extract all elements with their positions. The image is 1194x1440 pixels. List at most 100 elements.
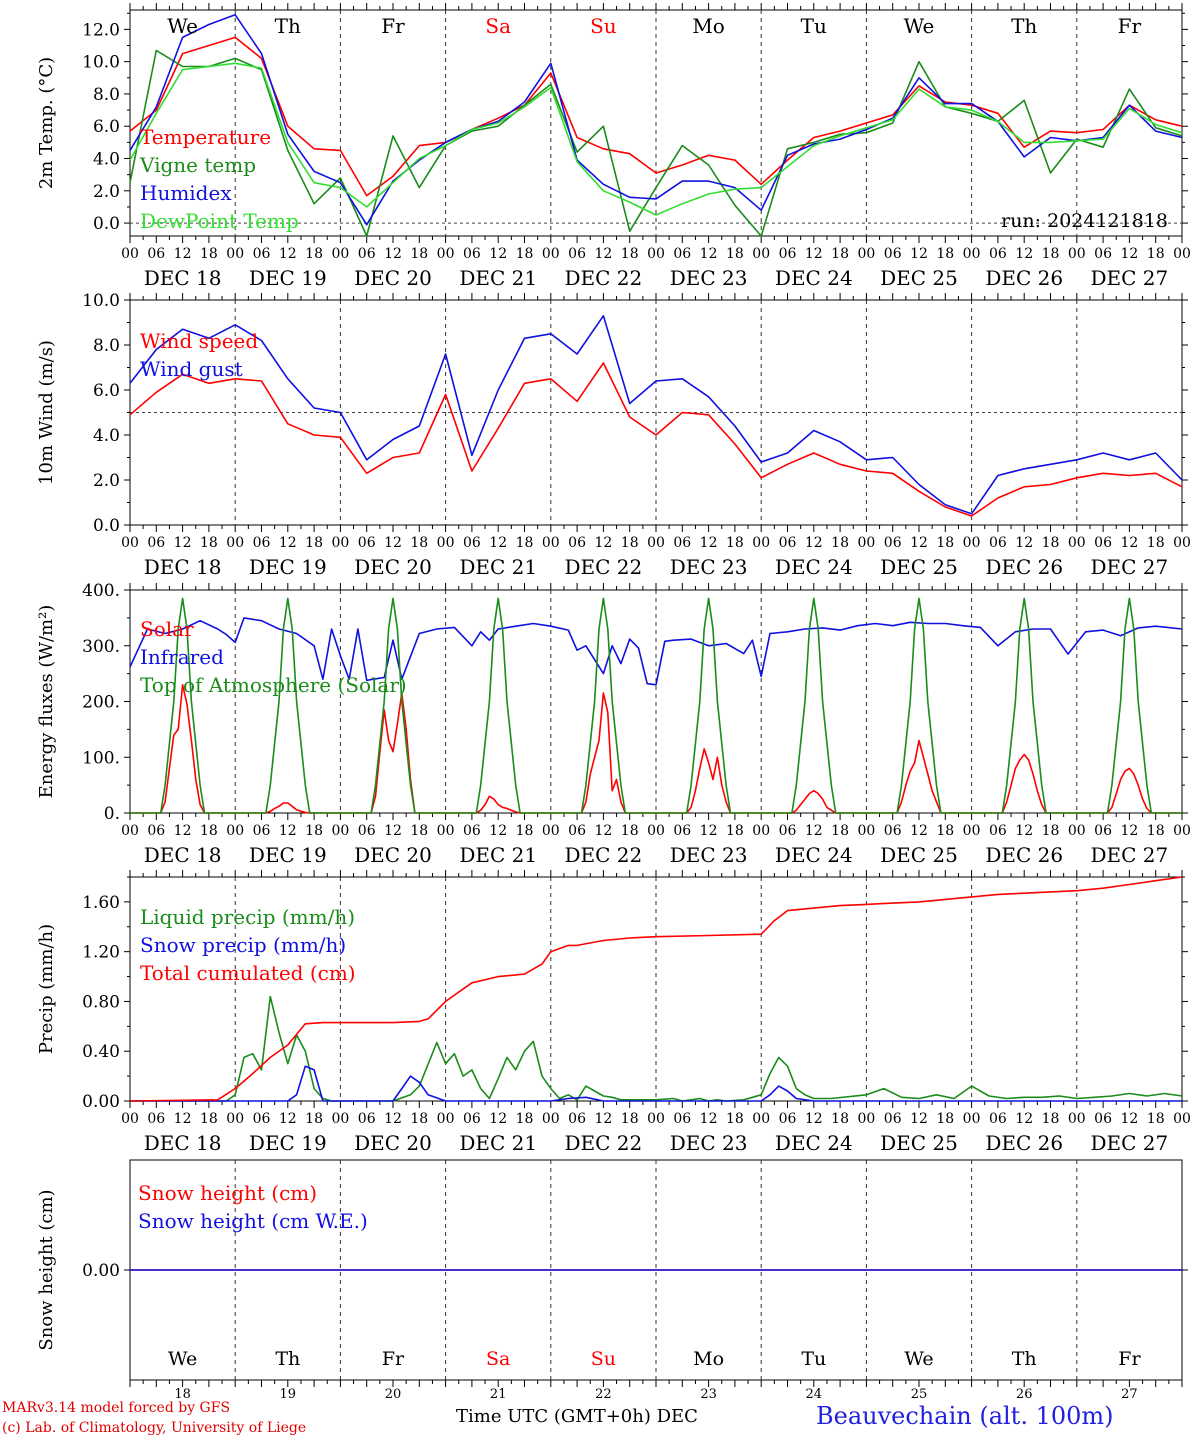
- hour-label: 06: [253, 823, 271, 839]
- series-line: [130, 995, 1183, 1102]
- hour-label: 12: [805, 535, 823, 551]
- hour-label: 12: [174, 1111, 192, 1127]
- date-label: DEC 22: [565, 1131, 643, 1155]
- hour-label: 12: [700, 535, 718, 551]
- hour-label: 00: [226, 535, 244, 551]
- hour-label: 18: [1147, 535, 1165, 551]
- hour-label: 06: [463, 823, 481, 839]
- date-label: DEC 27: [1091, 1131, 1169, 1155]
- hour-label: 00: [437, 535, 455, 551]
- date-label: DEC 20: [354, 1131, 432, 1155]
- hour-label: 00: [752, 535, 770, 551]
- hour-label: 18: [200, 823, 218, 839]
- series-line: [129, 49, 1183, 237]
- hour-label: 18: [1042, 823, 1060, 839]
- time-axis-label: Time UTC (GMT+0h): [456, 1406, 651, 1427]
- hour-label: 00: [121, 246, 139, 262]
- y-axis-label: Snow height (cm): [36, 1189, 57, 1350]
- day-number-label: 22: [595, 1387, 612, 1402]
- legend-entry: Top of Atmosphere (Solar): [140, 673, 407, 697]
- hour-label: 18: [305, 535, 323, 551]
- hour-label: 00: [963, 823, 981, 839]
- hour-label: 18: [621, 535, 639, 551]
- y-tick-label: 4.0: [93, 426, 120, 446]
- hour-label: 06: [884, 535, 902, 551]
- hour-label: 06: [147, 535, 165, 551]
- hour-label: 12: [1015, 535, 1033, 551]
- y-tick-label: 2.0: [93, 182, 120, 202]
- date-label: DEC 24: [775, 555, 853, 579]
- day-number-label: 25: [911, 1387, 928, 1402]
- date-label: DEC 18: [144, 266, 222, 290]
- date-label: DEC 21: [459, 555, 537, 579]
- weekday-label: Fr: [1118, 14, 1142, 38]
- hour-label: 06: [147, 1111, 165, 1127]
- hour-label: 06: [568, 823, 586, 839]
- hour-label: 00: [1068, 1111, 1086, 1127]
- hour-label: 18: [936, 1111, 954, 1127]
- weekday-label: Sa: [486, 1348, 510, 1370]
- hour-label: 06: [147, 246, 165, 262]
- date-label: DEC 23: [670, 266, 748, 290]
- hour-label: 00: [752, 1111, 770, 1127]
- date-label: DEC 21: [459, 266, 537, 290]
- hour-label: 12: [1015, 1111, 1033, 1127]
- model-credit: MARv3.14 model forced by GFS: [2, 1400, 231, 1416]
- day-number-label: 21: [490, 1387, 507, 1402]
- hour-label: 06: [779, 535, 797, 551]
- date-label: DEC 23: [670, 843, 748, 867]
- date-label: DEC 18: [144, 1131, 222, 1155]
- hour-label: 18: [726, 1111, 744, 1127]
- hour-label: 18: [621, 246, 639, 262]
- hour-label: 00: [647, 246, 665, 262]
- day-number-label: 23: [700, 1387, 717, 1402]
- hour-label: 00: [1068, 823, 1086, 839]
- hour-label: 06: [989, 1111, 1007, 1127]
- hour-label: 00: [1068, 535, 1086, 551]
- y-tick-label: 400.: [82, 581, 120, 601]
- date-label: DEC 24: [775, 266, 853, 290]
- hour-label: 12: [1120, 1111, 1138, 1127]
- hour-label: 18: [1042, 535, 1060, 551]
- y-tick-label: 8.0: [93, 336, 120, 356]
- y-tick-label: 10.0: [82, 53, 120, 73]
- y-tick-label: 6.0: [93, 381, 120, 401]
- hour-label: 00: [542, 1111, 560, 1127]
- y-tick-label: 12.0: [82, 20, 120, 40]
- hour-label: 18: [1147, 823, 1165, 839]
- y-tick-label: 0.40: [82, 1042, 120, 1062]
- hour-label: 06: [673, 246, 691, 262]
- date-label: DEC 19: [249, 555, 327, 579]
- y-tick-label: 10.0: [82, 291, 120, 311]
- date-label: DEC 26: [985, 1131, 1063, 1155]
- hour-label: 12: [1120, 823, 1138, 839]
- weekday-label: Su: [590, 14, 617, 38]
- hour-label: 06: [884, 823, 902, 839]
- series-line: [129, 314, 1183, 515]
- hour-label: 00: [857, 823, 875, 839]
- date-label: DEC 25: [880, 843, 958, 867]
- hour-label: 18: [936, 823, 954, 839]
- hour-label: 12: [700, 246, 718, 262]
- hour-label: 06: [463, 246, 481, 262]
- weekday-label: Th: [1012, 1348, 1037, 1370]
- hour-label: 06: [1094, 823, 1112, 839]
- hour-label: 18: [516, 823, 534, 839]
- weekday-label: Su: [591, 1348, 616, 1370]
- hour-label: 00: [331, 823, 349, 839]
- hour-label: 12: [805, 1111, 823, 1127]
- hour-label: 00: [963, 246, 981, 262]
- hour-label: 12: [384, 823, 402, 839]
- legend-entry: Vigne temp: [139, 153, 256, 177]
- hour-label: 12: [1015, 246, 1033, 262]
- hour-label: 06: [673, 1111, 691, 1127]
- hour-label: 00: [437, 823, 455, 839]
- date-label: DEC 24: [775, 843, 853, 867]
- hour-label: 00: [226, 1111, 244, 1127]
- hour-label: 18: [726, 823, 744, 839]
- hour-label: 18: [200, 1111, 218, 1127]
- series-line: [129, 617, 1183, 686]
- hour-label: 06: [1094, 535, 1112, 551]
- hour-label: 00: [542, 535, 560, 551]
